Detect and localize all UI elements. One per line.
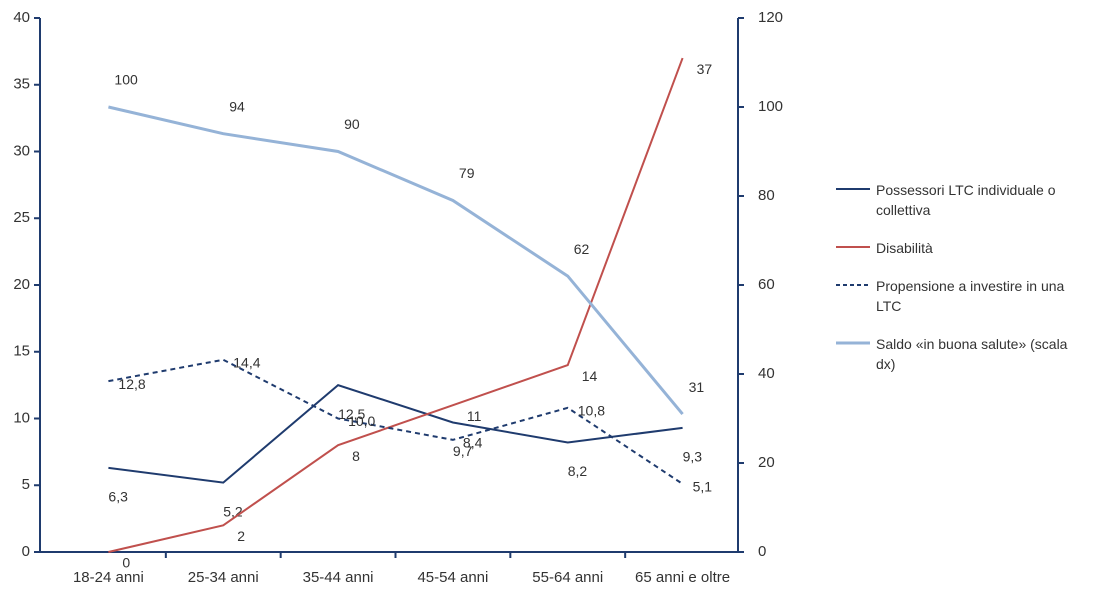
x-tick-label: 18-24 anni: [73, 569, 144, 586]
y2-tick-label: 40: [758, 365, 775, 382]
x-tick-label: 35-44 anni: [303, 569, 374, 586]
data-label: 5,2: [223, 503, 243, 519]
legend-item: Possessori LTC individuale o collettiva: [836, 180, 1096, 220]
legend-swatch: [836, 341, 870, 345]
series-line: [108, 57, 684, 553]
legend-swatch: [836, 246, 870, 248]
data-label: 12,5: [338, 406, 365, 422]
data-label: 9,3: [683, 449, 703, 465]
y2-tick-label: 20: [758, 454, 775, 471]
y-tick-label: 10: [13, 409, 30, 426]
data-label: 10,8: [578, 403, 605, 419]
y2-tick-label: 0: [758, 543, 766, 560]
legend-swatch: [836, 188, 870, 190]
data-label: 2: [237, 528, 245, 544]
data-label: 8,2: [568, 463, 588, 479]
legend-item: Disabilità: [836, 238, 1096, 258]
data-label: 90: [344, 116, 360, 132]
legend-item: Propensione a investire in una LTC: [836, 276, 1096, 316]
series-line: [108, 105, 684, 416]
y-tick-label: 40: [13, 9, 30, 26]
data-label: 100: [114, 72, 138, 88]
y-tick-label: 15: [13, 343, 30, 360]
legend-label: Disabilità: [876, 240, 933, 256]
legend: Possessori LTC individuale o collettiva D…: [836, 180, 1096, 392]
legend-swatch: [836, 284, 870, 286]
data-label: 11: [467, 408, 482, 424]
data-label: 8: [352, 448, 360, 464]
x-tick-label: 55-64 anni: [532, 569, 603, 586]
y2-tick-label: 80: [758, 187, 775, 204]
data-label: 10,0: [348, 413, 375, 429]
data-label: 62: [574, 241, 590, 257]
y-tick-label: 0: [22, 543, 30, 560]
legend-label: Propensione a investire in una LTC: [876, 278, 1065, 314]
y-tick-label: 25: [13, 209, 30, 226]
data-label: 12,8: [118, 376, 145, 392]
x-tick-label: 25-34 anni: [188, 569, 259, 586]
y2-tick-label: 60: [758, 276, 775, 293]
data-label: 31: [689, 379, 705, 395]
data-label: 94: [229, 98, 245, 114]
data-label: 14,4: [233, 354, 260, 370]
series-line: [108, 384, 683, 484]
data-label: 9,7: [453, 443, 473, 459]
legend-label: Possessori LTC individuale o collettiva: [876, 182, 1056, 218]
y-tick-label: 30: [13, 142, 30, 159]
legend-item: Saldo «in buona salute» (scala dx): [836, 334, 1096, 374]
data-label: 14: [582, 368, 598, 384]
series-line: [108, 358, 684, 485]
data-label: 37: [697, 61, 713, 77]
legend-label: Saldo «in buona salute» (scala dx): [876, 336, 1068, 372]
data-label: 8,4: [463, 435, 483, 451]
data-label: 0: [122, 555, 130, 571]
y-tick-label: 5: [22, 476, 30, 493]
data-label: 6,3: [108, 489, 128, 505]
x-tick-label: 45-54 anni: [417, 569, 488, 586]
y2-tick-label: 120: [758, 9, 783, 26]
y2-tick-label: 100: [758, 98, 783, 115]
y-tick-label: 20: [13, 276, 30, 293]
x-tick-label: 65 anni e oltre: [635, 569, 730, 586]
y-tick-label: 35: [13, 76, 30, 93]
data-label: 5,1: [693, 479, 713, 495]
data-label: 79: [459, 165, 475, 181]
